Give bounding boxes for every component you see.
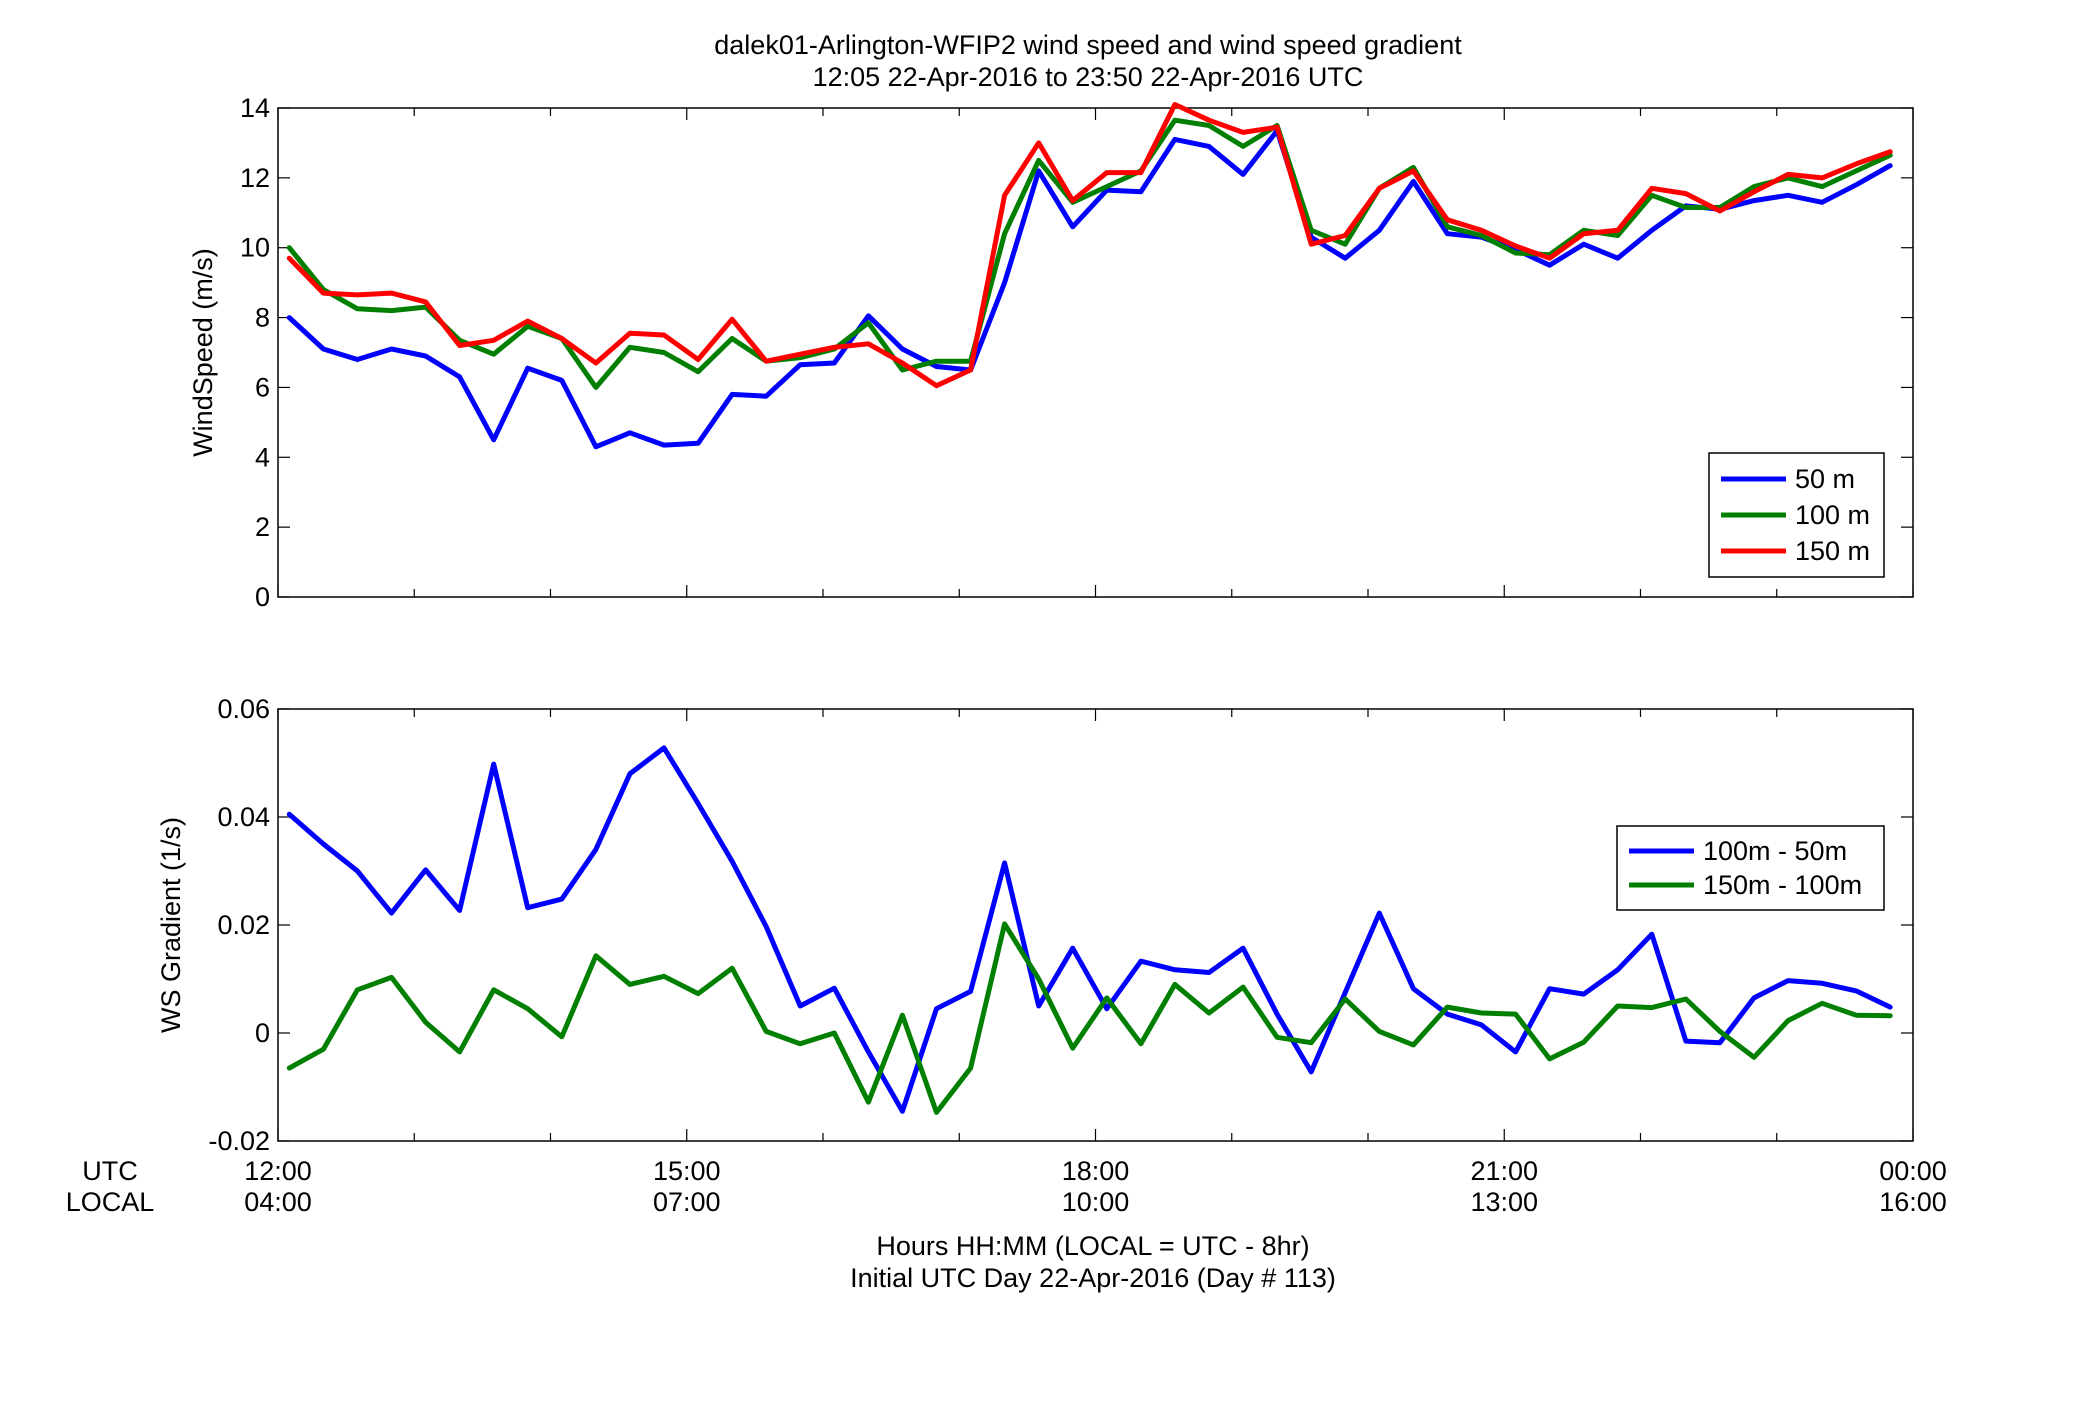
series-line-150-m [286, 102, 1893, 389]
legend-box [1616, 825, 1885, 911]
y-tick-label: 0.04 [217, 802, 270, 832]
x-tick-label-utc: 18:00 [1062, 1156, 1130, 1186]
y-tick-label: 0 [255, 582, 270, 612]
x-tick-label-local: 13:00 [1470, 1187, 1538, 1217]
x-axis-caption: Hours HH:MM (LOCAL = UTC - 8hr) [876, 1231, 1309, 1261]
x-tick-label-utc: 12:00 [244, 1156, 312, 1186]
series-line-150m-100m [286, 921, 1893, 1115]
x-tick-label-utc: 00:00 [1879, 1156, 1947, 1186]
y-tick-label: 10 [240, 233, 270, 263]
y-tick-label: 6 [255, 372, 270, 402]
y-tick-label: 2 [255, 512, 270, 542]
legend-1: 50 m 100 m 150 m [1708, 452, 1885, 578]
y-axis-label: WS Gradient (1/s) [156, 817, 186, 1033]
series-line-50-m [286, 128, 1893, 450]
chart-title: dalek01-Arlington-WFIP2 wind speed and w… [714, 30, 1462, 60]
utc-row-label: UTC [82, 1156, 138, 1186]
legend-label: 100m - 50m [1703, 836, 1847, 866]
y-tick-label: 4 [255, 442, 270, 472]
series-line-100m-50m [286, 745, 1893, 1114]
x-tick-label-local: 10:00 [1062, 1187, 1130, 1217]
legend-label: 100 m [1795, 500, 1870, 530]
y-tick-label: -0.02 [208, 1126, 270, 1156]
y-tick-label: 8 [255, 303, 270, 333]
x-tick-label-utc: 15:00 [653, 1156, 721, 1186]
chart-subtitle: 12:05 22-Apr-2016 to 23:50 22-Apr-2016 U… [813, 62, 1364, 92]
y-tick-label: 0 [255, 1018, 270, 1048]
windspeed-panel: 0 2 4 6 8 10 12 14 WindSpeed (m/s) 50 m 100 m 150 m [188, 93, 1914, 612]
x-tick-label-local: 07:00 [653, 1187, 721, 1217]
legend-label: 150 m [1795, 536, 1870, 566]
y-tick-label: 12 [240, 163, 270, 193]
x-tick-label-local: 04:00 [244, 1187, 312, 1217]
y-tick-label: 0.06 [217, 694, 270, 724]
y-axis-label: WindSpeed (m/s) [188, 248, 218, 457]
y-tick-label: 14 [240, 93, 270, 123]
y-tick-label: 0.02 [217, 910, 270, 940]
legend-label: 50 m [1795, 464, 1855, 494]
legend-2: 100m - 50m 150m - 100m [1616, 825, 1885, 911]
legend-label: 150m - 100m [1703, 870, 1862, 900]
plot-area-2 [277, 708, 1914, 1142]
x-tick-label-utc: 21:00 [1470, 1156, 1538, 1186]
x-axis-caption-day: Initial UTC Day 22-Apr-2016 (Day # 113) [850, 1263, 1336, 1293]
local-row-label: LOCAL [66, 1187, 155, 1217]
x-tick-label-local: 16:00 [1879, 1187, 1947, 1217]
